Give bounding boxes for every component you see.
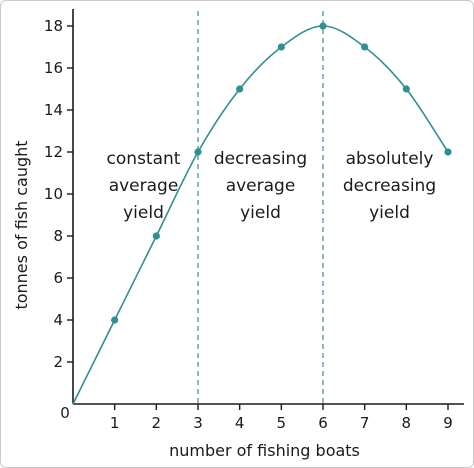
region-label-line: average <box>226 176 296 196</box>
y-axis-title: tonnes of fish caught <box>12 140 31 309</box>
x-axis-title: number of fishing boats <box>169 441 360 460</box>
y-tick-label: 14 <box>44 101 63 119</box>
y-tick-label: 8 <box>53 227 63 245</box>
data-point <box>277 43 285 51</box>
y-tick-label: 6 <box>53 269 63 287</box>
y-tick-label: 2 <box>53 353 63 371</box>
dividers <box>197 11 324 404</box>
x-tick-label: 6 <box>318 414 328 432</box>
series <box>72 22 452 405</box>
data-point <box>111 316 119 324</box>
data-point <box>236 85 244 93</box>
region-label-line: decreasing <box>214 149 307 169</box>
data-point <box>152 232 160 240</box>
region-label-line: average <box>109 176 179 196</box>
data-point <box>194 148 202 156</box>
x-tick-label: 2 <box>152 414 162 432</box>
region-label-line: decreasing <box>343 176 436 196</box>
x-tick-label: 4 <box>235 414 245 432</box>
series-line <box>72 25 449 405</box>
data-point <box>319 22 327 30</box>
x-tick-label: 8 <box>402 414 412 432</box>
region-label-line: constant <box>107 149 181 169</box>
x-tick-label: 7 <box>360 414 370 432</box>
y-tick-label: 12 <box>44 143 63 161</box>
x-tick-label: 3 <box>193 414 203 432</box>
region-label-line: yield <box>240 203 281 223</box>
y-tick-label: 18 <box>44 17 63 35</box>
data-point <box>361 43 369 51</box>
x-tick-label: 1 <box>110 414 120 432</box>
data-point <box>402 85 410 93</box>
region-labels: constant average yield decreasing average yie… <box>107 149 437 223</box>
y-tick-label: 10 <box>44 185 63 203</box>
region-label-line: yield <box>369 203 410 223</box>
region-label-line: yield <box>123 203 164 223</box>
y-tick-label: 16 <box>44 59 63 77</box>
x-tick-label: 9 <box>443 414 453 432</box>
data-point <box>444 148 452 156</box>
origin-label: 0 <box>60 404 70 422</box>
y-tick-label: 4 <box>53 311 63 329</box>
x-tick-label: 5 <box>277 414 287 432</box>
region-label-line: absolutely <box>346 149 434 169</box>
